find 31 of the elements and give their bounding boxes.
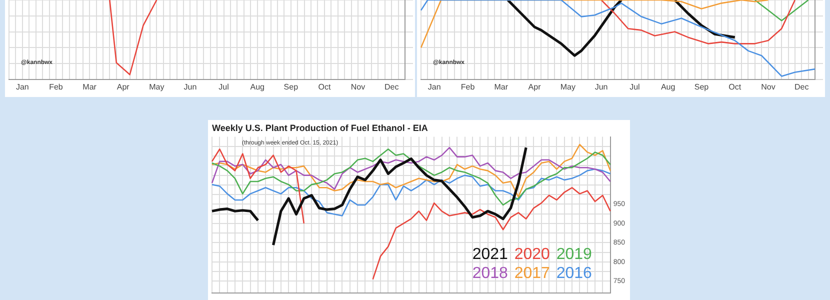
x-tick-label: Feb: [49, 82, 64, 92]
x-tick-label: Mar: [82, 82, 97, 92]
series-label: 2021: [472, 246, 508, 264]
text: 2017: [514, 265, 550, 282]
text: 2018: [472, 265, 508, 282]
x-tick-label: Apr: [116, 82, 130, 92]
series-label: 2020: [514, 246, 550, 264]
x-tick-label: Jun: [594, 82, 608, 92]
x-tick-label: Aug: [250, 82, 264, 92]
x-tick-label: Sep: [284, 82, 299, 92]
x-tick-label: Apr: [528, 82, 542, 92]
x-tick-label: Jul: [218, 82, 230, 92]
x-tick-label: Oct: [318, 82, 332, 92]
chart-title: Weekly U.S. Plant Production of Fuel Ethanol - EIA: [212, 122, 428, 133]
x-tick-label: Jan: [428, 82, 441, 92]
text: 2016: [556, 265, 592, 282]
x-tick-label: Oct: [728, 82, 742, 92]
x-tick-label: Sep: [694, 82, 710, 92]
x-tick-label: Nov: [761, 82, 776, 92]
x-tick-label: Feb: [460, 82, 476, 92]
text: 2019: [556, 246, 592, 264]
x-tick-label: Nov: [350, 82, 366, 92]
x-tick-label: Jul: [630, 82, 640, 92]
x-tick-label: Jan: [16, 82, 29, 92]
x-tick-label: Dec: [794, 82, 809, 92]
x-tick-label: Dec: [384, 82, 399, 92]
x-tick-label: May: [149, 82, 164, 92]
x-tick-label: Mar: [494, 82, 508, 92]
x-tick-label: May: [560, 82, 576, 92]
x-tick-label: Aug: [660, 82, 676, 92]
x-tick-label: Jun: [184, 82, 197, 92]
